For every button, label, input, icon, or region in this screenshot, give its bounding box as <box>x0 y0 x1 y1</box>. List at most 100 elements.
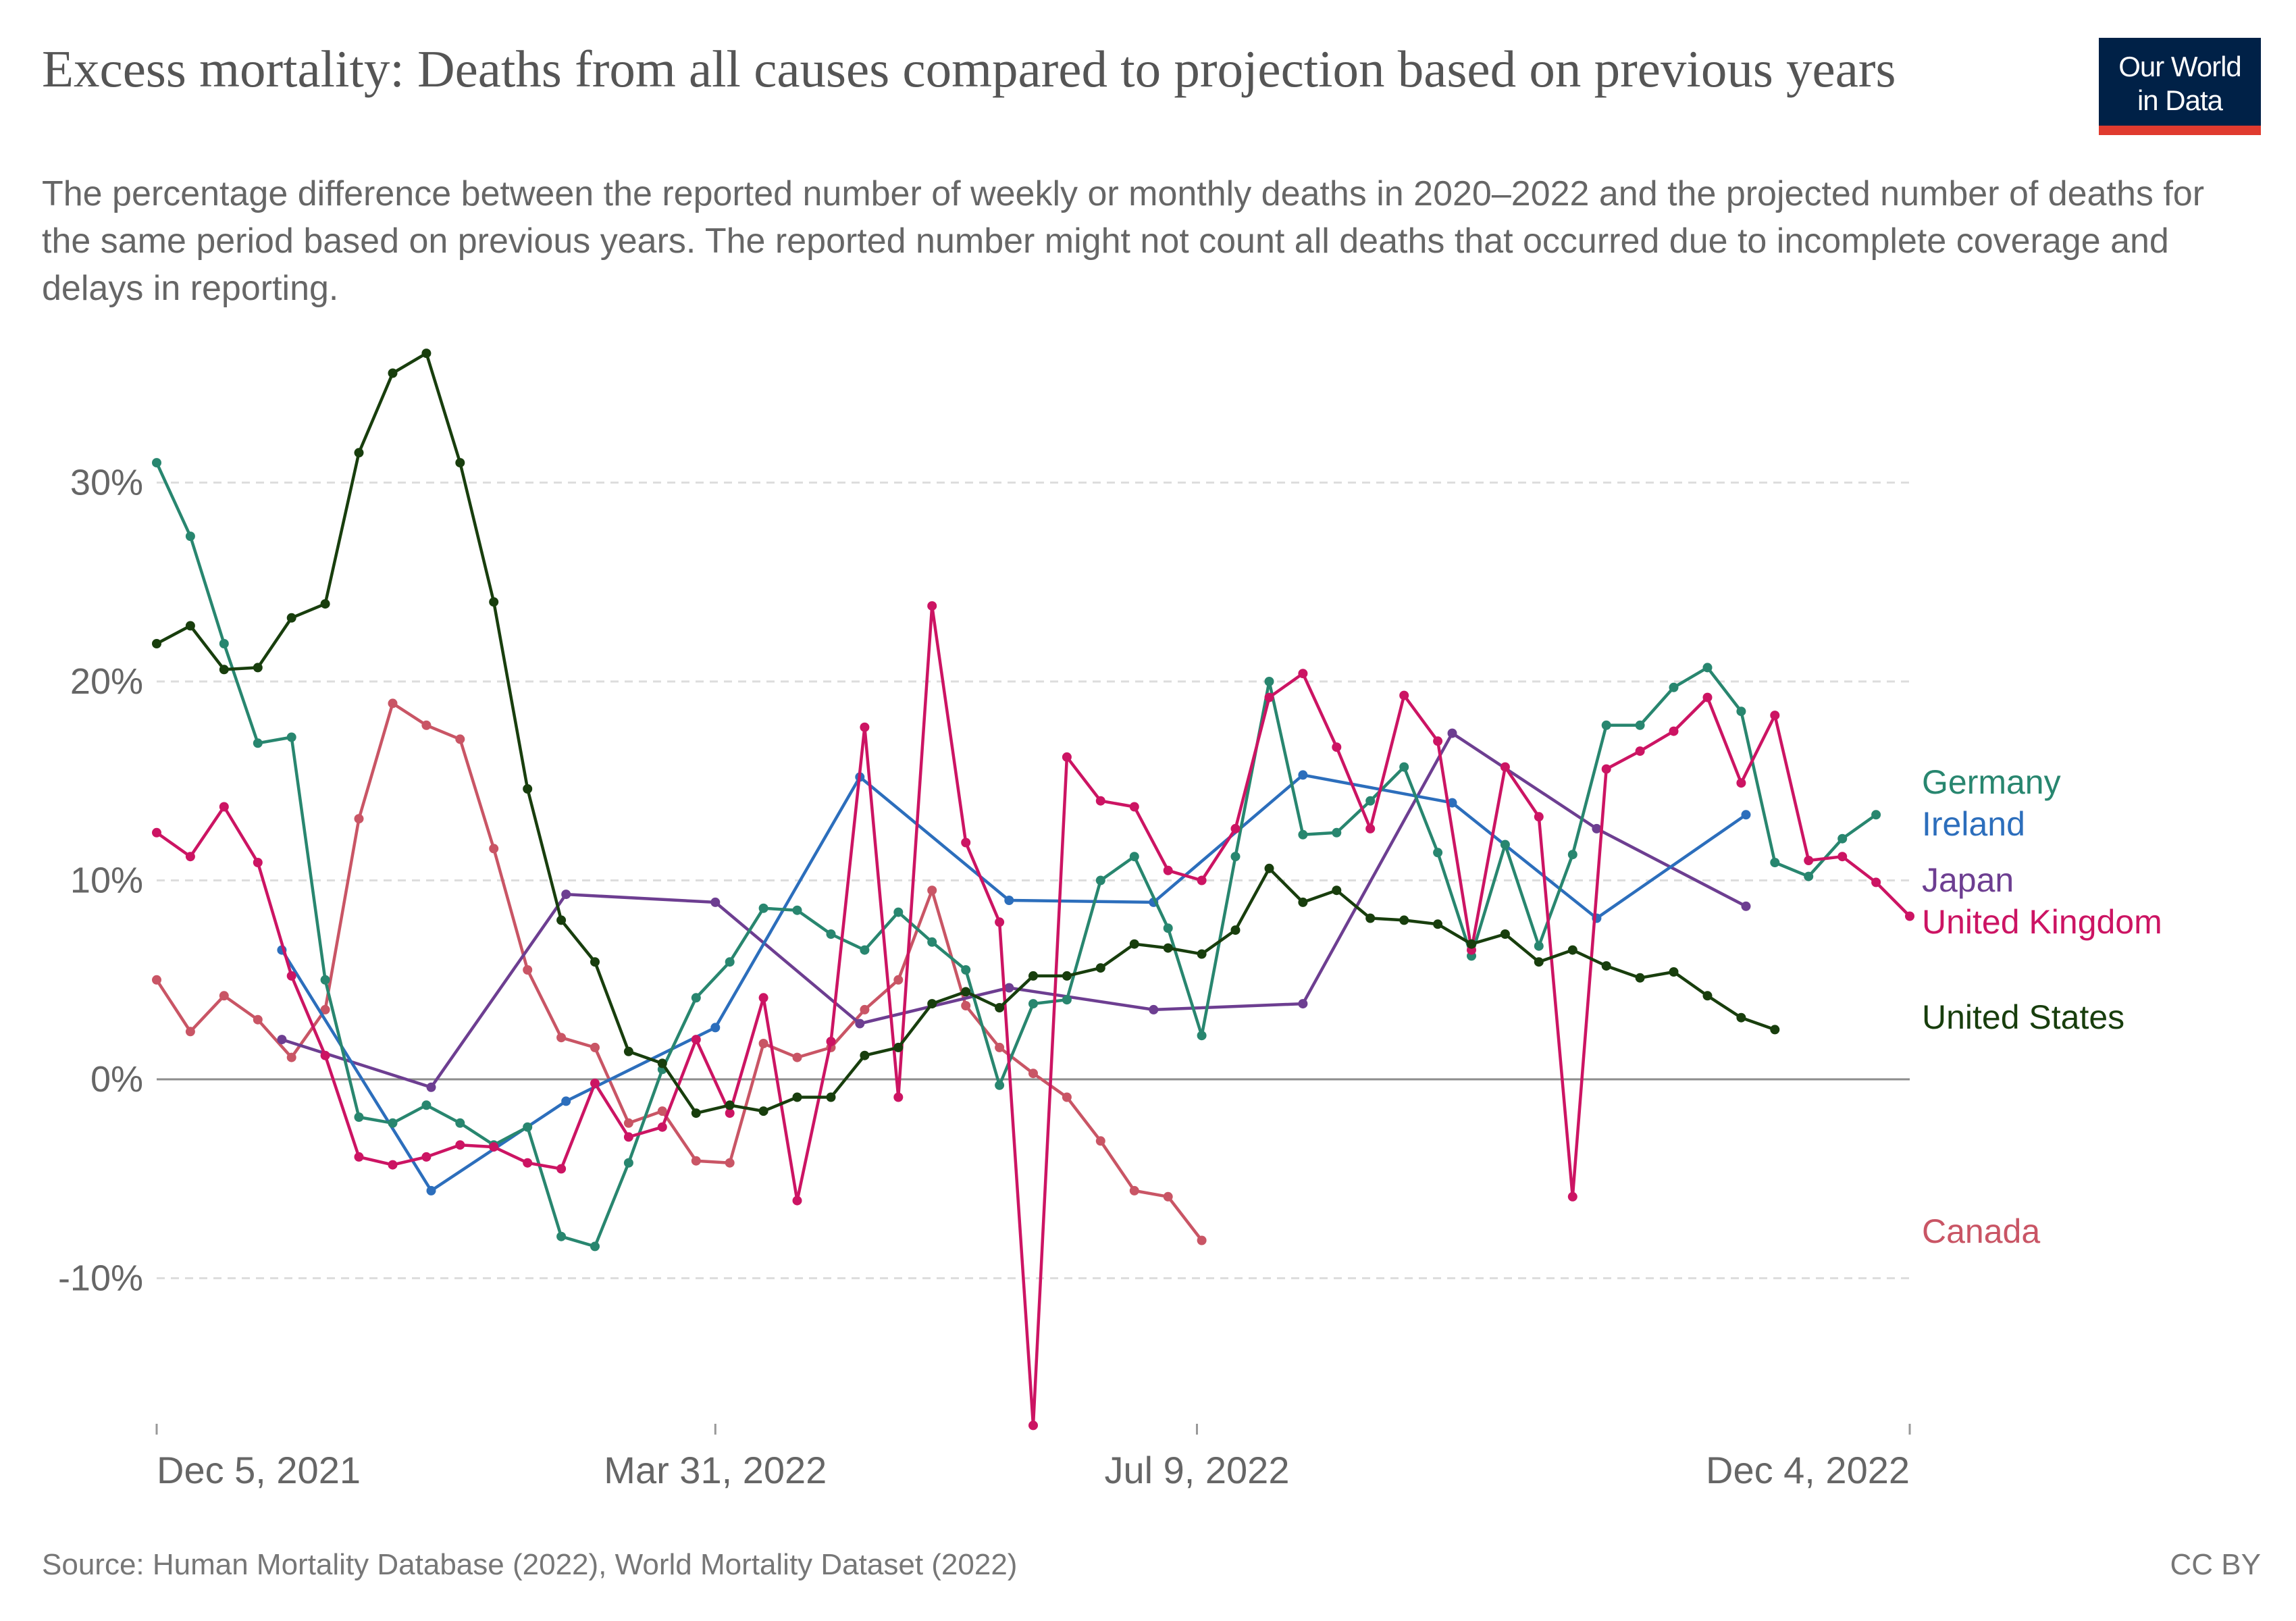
data-point[interactable] <box>388 368 398 378</box>
data-point[interactable] <box>1399 690 1409 700</box>
data-point[interactable] <box>1467 939 1476 949</box>
data-point[interactable] <box>1905 911 1914 921</box>
data-point[interactable] <box>1230 823 1241 833</box>
data-point[interactable] <box>1163 865 1173 875</box>
legend-label-canada[interactable]: Canada <box>1922 1212 2040 1250</box>
data-point[interactable] <box>758 1106 768 1116</box>
data-point[interactable] <box>927 937 937 947</box>
data-point[interactable] <box>219 802 229 812</box>
data-point[interactable] <box>286 1052 296 1062</box>
data-point[interactable] <box>623 1132 633 1142</box>
data-point[interactable] <box>1736 778 1746 788</box>
data-point[interactable] <box>1500 840 1510 850</box>
data-point[interactable] <box>1028 999 1038 1009</box>
data-point[interactable] <box>1163 923 1173 933</box>
data-point[interactable] <box>657 1122 667 1132</box>
data-point[interactable] <box>1062 1092 1072 1102</box>
data-point[interactable] <box>590 1078 600 1088</box>
data-point[interactable] <box>860 1050 870 1060</box>
data-point[interactable] <box>1702 663 1713 673</box>
data-point[interactable] <box>710 1023 721 1033</box>
data-point[interactable] <box>855 1019 865 1029</box>
data-point[interactable] <box>561 1096 571 1106</box>
data-point[interactable] <box>219 991 229 1001</box>
data-point[interactable] <box>426 1185 436 1195</box>
data-point[interactable] <box>152 639 161 648</box>
data-point[interactable] <box>219 665 229 675</box>
license-link[interactable]: CC BY <box>2170 1548 2261 1581</box>
data-point[interactable] <box>1669 726 1679 736</box>
series-canada[interactable] <box>152 698 1207 1245</box>
data-point[interactable] <box>1741 810 1751 820</box>
data-point[interactable] <box>725 1158 735 1168</box>
series-line-germany[interactable] <box>155 461 1878 1248</box>
data-point[interactable] <box>455 1140 465 1150</box>
data-point[interactable] <box>1447 728 1457 738</box>
data-point[interactable] <box>1365 823 1376 833</box>
data-point[interactable] <box>286 732 296 742</box>
data-point[interactable] <box>995 1042 1005 1052</box>
data-point[interactable] <box>1298 770 1308 780</box>
data-point[interactable] <box>489 1142 499 1152</box>
data-point[interactable] <box>927 601 937 611</box>
data-point[interactable] <box>523 965 533 975</box>
data-point[interactable] <box>1095 1136 1105 1146</box>
data-point[interactable] <box>1129 802 1139 812</box>
data-point[interactable] <box>860 945 870 955</box>
data-point[interactable] <box>1433 736 1443 746</box>
data-point[interactable] <box>1534 941 1544 951</box>
data-point[interactable] <box>623 1118 633 1128</box>
series-line-canada[interactable] <box>155 702 1203 1242</box>
data-point[interactable] <box>1567 1191 1577 1202</box>
data-point[interactable] <box>1163 1191 1173 1202</box>
data-point[interactable] <box>1004 983 1014 993</box>
data-point[interactable] <box>1028 971 1038 981</box>
data-point[interactable] <box>1736 1012 1746 1023</box>
data-point[interactable] <box>489 844 499 854</box>
data-point[interactable] <box>927 999 937 1009</box>
data-point[interactable] <box>1399 915 1409 925</box>
data-point[interactable] <box>556 1164 567 1174</box>
series-line-united-kingdom[interactable] <box>155 604 1912 1427</box>
data-point[interactable] <box>893 975 904 985</box>
data-point[interactable] <box>623 1046 633 1056</box>
data-point[interactable] <box>354 814 364 824</box>
legend-label-united-kingdom[interactable]: United Kingdom <box>1922 903 2162 941</box>
data-point[interactable] <box>1669 682 1679 692</box>
data-point[interactable] <box>893 1042 904 1052</box>
data-point[interactable] <box>1129 939 1139 949</box>
data-point[interactable] <box>657 1058 667 1069</box>
data-point[interactable] <box>1298 829 1308 840</box>
data-point[interactable] <box>1804 856 1814 865</box>
data-point[interactable] <box>1332 885 1342 896</box>
data-point[interactable] <box>556 915 567 925</box>
data-point[interactable] <box>185 852 195 862</box>
data-point[interactable] <box>961 838 971 848</box>
data-point[interactable] <box>1500 929 1510 939</box>
data-point[interactable] <box>556 1231 567 1241</box>
data-point[interactable] <box>725 1100 735 1110</box>
data-point[interactable] <box>1534 957 1544 967</box>
data-point[interactable] <box>1028 1069 1038 1079</box>
data-point[interactable] <box>1197 1235 1207 1245</box>
data-point[interactable] <box>1004 896 1014 905</box>
data-point[interactable] <box>1871 810 1881 820</box>
data-point[interactable] <box>691 1035 701 1045</box>
data-point[interactable] <box>691 1156 701 1166</box>
data-point[interactable] <box>826 1037 836 1046</box>
data-point[interactable] <box>1298 999 1308 1009</box>
data-point[interactable] <box>388 1118 398 1128</box>
data-point[interactable] <box>1500 762 1510 772</box>
data-point[interactable] <box>860 722 870 732</box>
data-point[interactable] <box>421 349 432 359</box>
legend-label-ireland[interactable]: Ireland <box>1922 805 2025 843</box>
data-point[interactable] <box>1149 1004 1159 1014</box>
data-point[interactable] <box>995 1003 1005 1012</box>
data-point[interactable] <box>1264 692 1274 702</box>
data-point[interactable] <box>253 1014 263 1025</box>
series-united-states[interactable] <box>152 349 1780 1118</box>
data-point[interactable] <box>219 639 229 648</box>
data-point[interactable] <box>1669 967 1679 977</box>
data-point[interactable] <box>1447 798 1457 808</box>
data-point[interactable] <box>1062 995 1072 1005</box>
